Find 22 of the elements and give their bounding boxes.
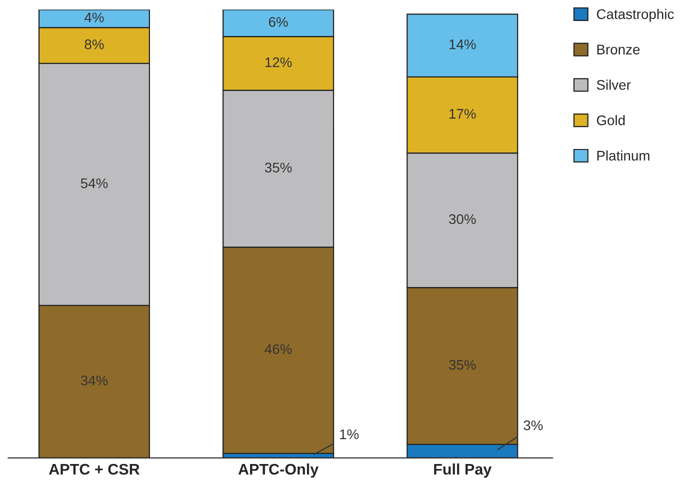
x-tick-label: APTC-Only bbox=[238, 463, 319, 478]
data-label: 12% bbox=[265, 57, 292, 68]
legend-label: Catastrophic bbox=[596, 8, 674, 22]
data-label: 34% bbox=[80, 376, 108, 386]
data-label: 35% bbox=[449, 360, 476, 370]
data-label: 17% bbox=[450, 108, 476, 119]
data-label: 1% bbox=[340, 429, 359, 440]
data-label: 46% bbox=[264, 344, 292, 354]
data-label: 35% bbox=[264, 162, 292, 173]
legend-label: Bronze bbox=[597, 44, 640, 54]
data-label: 6% bbox=[268, 17, 288, 27]
legend-label: Silver bbox=[596, 80, 631, 90]
data-label: 14% bbox=[450, 39, 476, 50]
data-label: 8% bbox=[84, 39, 104, 50]
x-tick-label: APTC + CSR bbox=[48, 464, 140, 475]
legend-label: Platinum bbox=[597, 150, 650, 161]
data-label: 4% bbox=[84, 12, 104, 22]
data-label: 30% bbox=[449, 214, 476, 224]
data-label: 3% bbox=[524, 420, 543, 430]
legend-label: Gold bbox=[596, 115, 625, 126]
x-tick-label: Full Pay bbox=[434, 463, 492, 478]
data-label: 54% bbox=[80, 178, 108, 188]
